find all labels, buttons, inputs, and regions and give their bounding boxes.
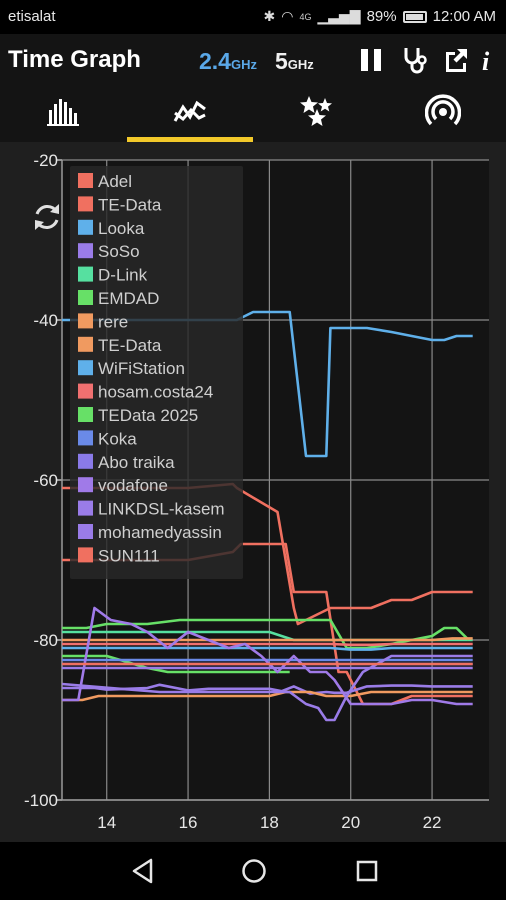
wifi-signal-icon (425, 94, 461, 126)
legend-entry-label: vodafone (98, 476, 168, 495)
legend-entry-label: rere (98, 312, 128, 331)
stars-icon (300, 96, 332, 126)
legend-entry-label: TEData 2025 (98, 406, 198, 425)
x-tick-label: 16 (179, 813, 198, 832)
legend-entry-label: hosam.costa24 (98, 383, 213, 402)
clock: 12:00 AM (432, 8, 496, 25)
band-5ghz-toggle[interactable]: 5GHz (275, 48, 314, 75)
carrier-label: etisalat (8, 8, 56, 25)
network-type-label: 4G (299, 11, 312, 22)
legend-swatch (78, 173, 93, 188)
y-tick-label: -60 (33, 471, 58, 490)
status-icons: ✱ ◠ 4G ▁▃▅▇ 89% 12:00 AM (264, 8, 496, 25)
band-5ghz-unit: GHz (287, 57, 314, 72)
line-graph-icon (173, 100, 206, 122)
legend-entry-label: SUN111 (98, 546, 160, 565)
tab-channel-rating[interactable] (0, 88, 126, 142)
legend-swatch (78, 500, 93, 516)
band-24ghz-value: 2.4 (199, 48, 231, 74)
time-graph-chart: -20 -40 -60 -80 -100 14 16 18 20 22 Adel TE-Data Loo… (0, 142, 506, 842)
legend-swatch (78, 243, 93, 259)
legend-background (70, 166, 243, 579)
legend-swatch (78, 430, 93, 446)
band-24ghz-unit: GHz (230, 57, 257, 72)
wifi-icon: ◠ (281, 8, 294, 24)
legend-entry-label: Looka (98, 219, 145, 238)
selected-tab-indicator (127, 137, 253, 142)
series-line-14 (61, 654, 473, 722)
info-icon[interactable]: i (478, 44, 502, 76)
legend-entry-label: TE-Data (98, 195, 162, 214)
legend-swatch (78, 383, 93, 399)
bluetooth-icon: ✱ (263, 8, 276, 24)
navigation-bar (0, 842, 506, 900)
legend-swatch (78, 547, 93, 563)
app-bar: Time Graph 2.4GHz 5GHz i (0, 34, 506, 88)
tab-access-points[interactable] (380, 88, 506, 142)
legend-swatch (78, 313, 93, 329)
bar-chart-icon (47, 99, 79, 126)
legend-entry-label: D-Link (98, 266, 148, 285)
y-tick-label: -80 (33, 631, 58, 650)
legend-swatch (78, 219, 93, 235)
tab-channel-graph[interactable] (253, 88, 379, 142)
status-bar: etisalat ✱ ◠ 4G ▁▃▅▇ 89% 12:00 AM (0, 0, 506, 34)
series-line-5 (62, 618, 470, 650)
series-line-8 (62, 646, 473, 651)
x-tick-label: 22 (423, 813, 442, 832)
legend-entry-label: SoSo (98, 242, 140, 261)
recents-icon[interactable] (352, 856, 382, 886)
series-line-9 (62, 642, 473, 647)
legend-entry-label: Abo traika (98, 453, 175, 472)
battery-percent: 89% (366, 8, 397, 25)
x-tick-label: 14 (97, 813, 116, 832)
y-tick-label: -40 (33, 311, 58, 330)
y-tick-label: -100 (24, 791, 58, 810)
pause-icon[interactable] (355, 44, 387, 76)
stethoscope-icon[interactable] (399, 44, 431, 76)
series-line-10 (62, 654, 290, 674)
legend-swatch (78, 290, 93, 305)
y-tick-label: -20 (33, 151, 58, 170)
series-line-2 (62, 310, 473, 458)
legend-swatch (78, 336, 93, 352)
tab-time-graph[interactable] (127, 88, 253, 142)
signal-strength-icon: ▁▃▅▇ (317, 8, 361, 24)
legend-entry-label: TE-Data (98, 336, 162, 355)
legend-swatch (78, 477, 93, 493)
legend-swatch (78, 407, 93, 422)
refresh-icon[interactable] (30, 200, 64, 234)
legend-entry-label: Koka (98, 429, 137, 448)
legend-swatch (78, 453, 93, 469)
chart-legend: Adel TE-Data Looka SoSo D-Link EMDAD rere TE-Da… (70, 166, 243, 579)
legend-entry-label: mohamedyassin (98, 523, 222, 542)
legend-entry-label: WiFiStation (98, 359, 185, 378)
x-tick-label: 18 (260, 813, 279, 832)
series-line-7 (62, 637, 473, 642)
chart-svg: -20 -40 -60 -80 -100 14 16 18 20 22 Adel TE-Data Loo… (24, 151, 489, 832)
back-icon[interactable] (128, 856, 158, 886)
home-icon[interactable] (239, 856, 269, 886)
x-tick-label: 20 (341, 813, 360, 832)
share-icon[interactable] (440, 44, 472, 76)
legend-swatch (78, 524, 93, 539)
legend-entry-label: Adel (98, 172, 132, 191)
info-glyph: i (482, 47, 490, 76)
legend-swatch (78, 360, 93, 376)
series-line-6 (62, 690, 473, 702)
band-5ghz-value: 5 (275, 48, 288, 74)
legend-entry-label: LINKDSL-kasem (98, 500, 225, 519)
band-24ghz-toggle[interactable]: 2.4GHz (199, 48, 257, 75)
legend-swatch (78, 196, 93, 212)
battery-icon (402, 10, 427, 23)
tab-bar (0, 88, 506, 142)
legend-swatch (78, 266, 93, 282)
app-title: Time Graph (8, 46, 141, 73)
legend-entry-label: EMDAD (98, 289, 159, 308)
